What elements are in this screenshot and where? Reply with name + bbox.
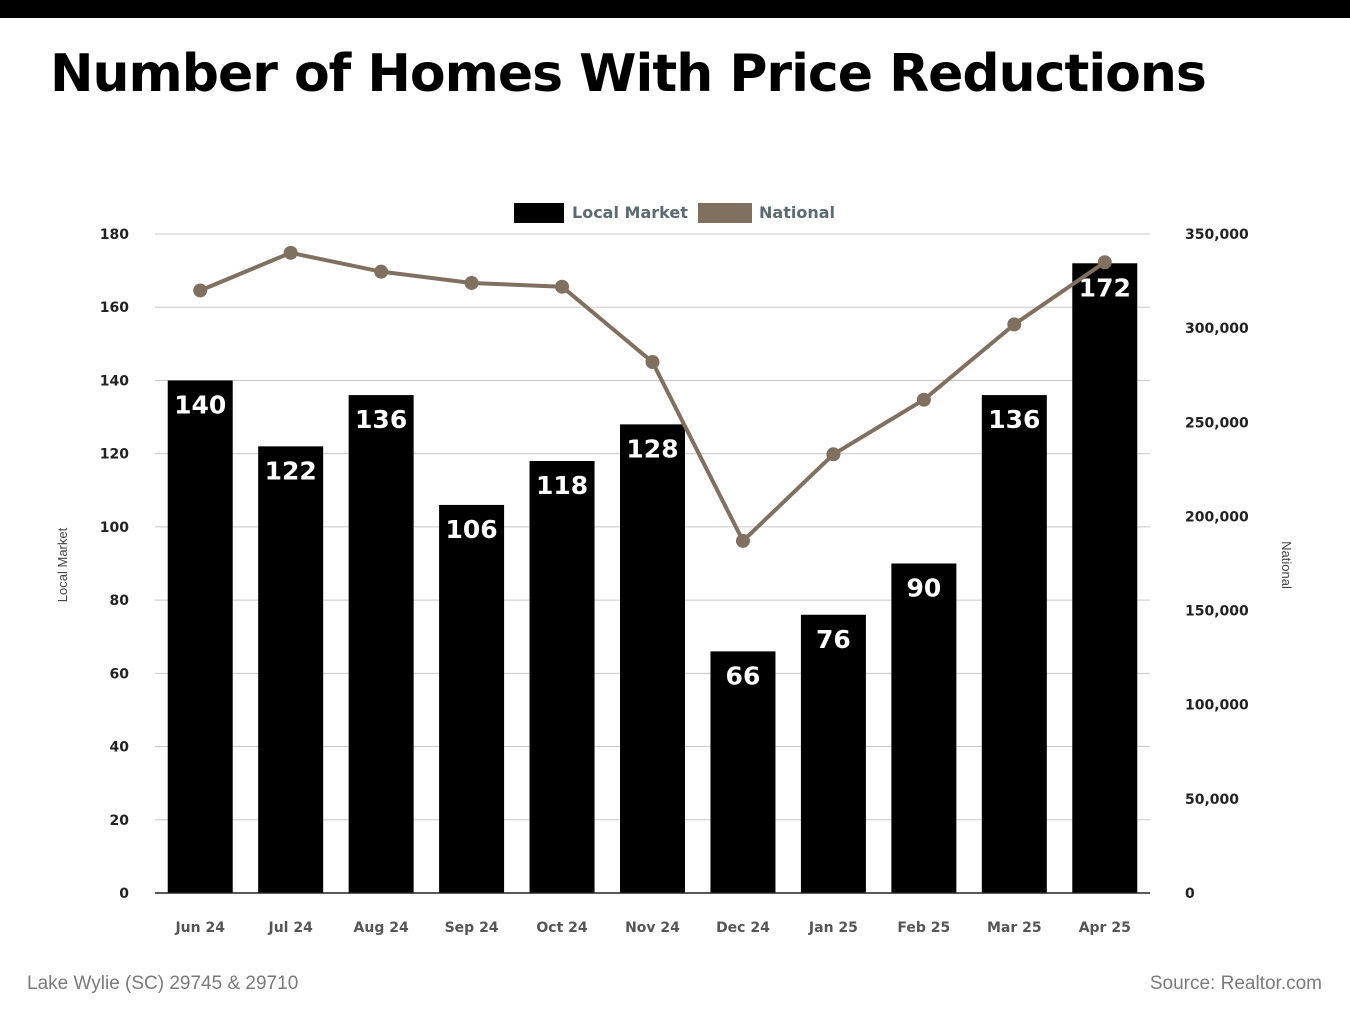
x-tick-label: Jan 25 [808,920,858,936]
bar [348,395,414,893]
bar [891,563,957,893]
x-tick-label: Oct 24 [536,920,588,936]
bars-local-market: 140 122 136 106 118 128 66 76 90 136 172 [167,263,1138,893]
legend-label-national: National [759,203,835,222]
bar-data-label: 76 [816,625,851,654]
line-point [916,392,931,407]
x-tick-label: Dec 24 [716,920,770,936]
y-tick-label: 140 [100,373,129,389]
y-tick-label: 60 [110,666,130,682]
x-tick-label: Apr 25 [1079,920,1131,936]
y-axis-title: Local Market [55,527,70,602]
y2-tick-label: 200,000 [1185,509,1249,525]
x-tick-label: Jul 24 [268,920,314,936]
bar-data-label: 66 [726,661,761,690]
y-tick-label: 0 [119,886,129,902]
line-point [464,275,479,290]
bar [529,460,595,893]
legend-swatch-national [698,203,752,223]
line-point [555,279,570,294]
y2-tick-label: 50,000 [1185,792,1239,808]
footer-location: Lake Wylie (SC) 29745 & 29710 [27,973,299,994]
bar-data-label: 136 [988,405,1040,434]
y2-axis-title: National [1279,541,1294,589]
bar [800,614,866,893]
line-point [735,533,750,548]
line-national [193,245,1112,548]
y2-tick-label: 300,000 [1185,321,1249,337]
y-tick-label: 20 [110,813,130,829]
bar-data-label: 128 [626,434,678,463]
x-tick-label: Aug 24 [354,920,409,936]
y2-tick-label: 150,000 [1185,604,1249,620]
bar [1072,263,1138,893]
line-point [1007,317,1022,332]
page-title: Number of Homes With Price Reductions [50,44,1207,104]
bar-data-label: 136 [355,405,407,434]
axes: 0 20 40 60 80 100 120 140 160 180 0 50,000 100,000 15… [55,227,1294,936]
y-tick-label: 80 [110,593,130,609]
legend: Local Market National [514,203,835,223]
legend-label-local-market: Local Market [572,203,688,222]
line-point [283,245,298,260]
line-point [374,264,389,279]
line-point [193,283,208,298]
bar [167,380,233,893]
bar [710,651,776,893]
line-point [645,355,660,370]
y-tick-label: 160 [100,300,129,316]
bar [258,446,324,893]
x-tick-label: Nov 24 [625,920,680,936]
line-point [1097,255,1112,270]
top-bar [0,0,1350,18]
bar [620,424,685,893]
bar [981,395,1047,893]
line-point [826,447,841,462]
y-tick-label: 40 [110,740,130,756]
x-tick-label: Feb 25 [897,920,950,936]
legend-swatch-local-market [514,203,564,223]
y2-tick-label: 100,000 [1185,698,1249,714]
y2-tick-label: 350,000 [1185,227,1249,243]
footer-source: Source: Realtor.com [1149,973,1322,994]
bar-data-label: 118 [536,471,588,500]
x-tick-label: Sep 24 [445,920,499,936]
x-tick-label: Mar 25 [987,920,1042,936]
y-tick-label: 100 [100,520,129,536]
bar-data-label: 122 [265,456,317,485]
bar [439,504,505,893]
y-tick-label: 180 [100,227,129,243]
bar-data-label: 140 [174,390,226,419]
bar-data-label: 90 [906,574,941,603]
bar-data-label: 106 [445,515,497,544]
y2-tick-label: 0 [1185,886,1195,902]
y-tick-label: 120 [100,447,129,463]
y2-tick-label: 250,000 [1185,415,1249,431]
bar-data-label: 172 [1079,273,1131,302]
x-tick-label: Jun 24 [174,920,225,936]
